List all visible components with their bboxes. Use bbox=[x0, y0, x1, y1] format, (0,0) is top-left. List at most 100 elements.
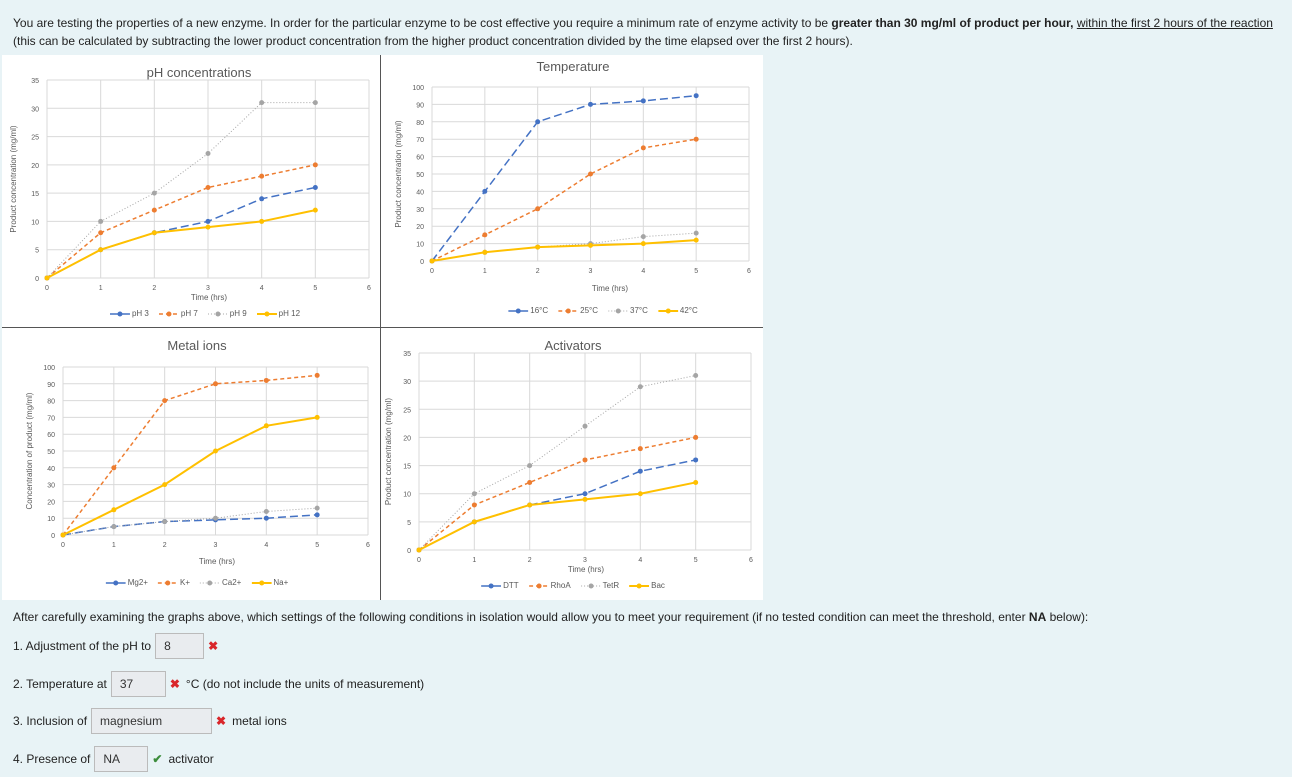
data-point bbox=[314, 372, 320, 378]
data-point bbox=[259, 218, 265, 224]
legend-label: Na+ bbox=[273, 578, 289, 587]
x-tick-label: 6 bbox=[366, 542, 370, 549]
x-tick-label: 3 bbox=[589, 268, 593, 275]
y-tick-label: 100 bbox=[43, 365, 55, 372]
data-point bbox=[527, 463, 533, 469]
data-point bbox=[111, 465, 117, 471]
x-tick-label: 4 bbox=[638, 557, 642, 564]
x-tick-label: 3 bbox=[583, 557, 587, 564]
y-tick-label: 80 bbox=[416, 120, 424, 127]
data-point bbox=[314, 414, 320, 420]
data-point bbox=[640, 145, 646, 151]
temperature-input[interactable]: 37 bbox=[110, 671, 166, 697]
legend-label: 37°C bbox=[630, 306, 648, 315]
data-point bbox=[263, 423, 269, 429]
metal-ion-input[interactable]: magnesium bbox=[91, 708, 213, 734]
y-tick-label: 60 bbox=[416, 155, 424, 162]
x-tick-label: 5 bbox=[694, 268, 698, 275]
x-tick-label: 5 bbox=[694, 557, 698, 564]
x-tick-label: 5 bbox=[313, 285, 317, 292]
x-tick-label: 4 bbox=[264, 542, 268, 549]
activator-input[interactable]: NA bbox=[94, 746, 149, 772]
legend-swatch-icon bbox=[109, 311, 130, 316]
legend-swatch-icon bbox=[157, 580, 178, 585]
legend-item: K+ bbox=[157, 578, 190, 587]
legend-label: Mg2+ bbox=[127, 578, 148, 587]
y-tick-label: 10 bbox=[31, 219, 39, 226]
chart-svg: 0 5 10 15 20 25 30 35 0 1 2 3 4 5 6 pH concentrations Ti… bbox=[9, 65, 371, 302]
y-axis-label: Product concentration (mg/ml) bbox=[9, 125, 18, 232]
legend-label: pH 12 bbox=[278, 309, 301, 318]
legend-item: pH 12 bbox=[256, 309, 301, 318]
y-tick-label: 50 bbox=[416, 172, 424, 179]
question-label: 3. Inclusion of bbox=[13, 714, 88, 728]
y-tick-label: 80 bbox=[47, 399, 55, 406]
x-tick-label: 2 bbox=[536, 268, 540, 275]
data-point bbox=[416, 547, 422, 553]
data-point bbox=[312, 162, 318, 168]
legend-swatch-icon bbox=[580, 583, 601, 588]
y-tick-label: 20 bbox=[416, 224, 424, 231]
x-tick-label: 1 bbox=[112, 542, 116, 549]
y-tick-label: 40 bbox=[47, 466, 55, 473]
y-axis-label: Product concentration (mg/ml) bbox=[384, 398, 393, 505]
x-tick-label: 4 bbox=[641, 268, 645, 275]
chart-title: Activators bbox=[544, 338, 602, 353]
chart-legend: Mg2+ K+ Ca2+ Na+ bbox=[105, 578, 288, 587]
incorrect-icon: ✖ bbox=[208, 639, 219, 653]
legend-label: pH 3 bbox=[131, 309, 149, 318]
temperature-chart: 0 10 20 30 40 50 60 70 80 90 100 0 1 2 3 4 5 6 Temperature… bbox=[381, 55, 763, 327]
data-point bbox=[582, 496, 588, 502]
legend-item: 25°C bbox=[558, 306, 598, 315]
incorrect-icon: ✖ bbox=[216, 714, 227, 728]
y-tick-label: 10 bbox=[403, 492, 411, 499]
legend-swatch-icon bbox=[481, 583, 502, 588]
legend-swatch-icon bbox=[207, 311, 228, 316]
data-point bbox=[640, 98, 646, 104]
y-tick-label: 90 bbox=[416, 102, 424, 109]
data-point bbox=[312, 184, 318, 190]
intro-calculation: (this can be calculated by subtracting t… bbox=[13, 34, 853, 48]
activators-chart: 0 5 10 15 20 25 30 35 0 1 2 3 4 5 6 Activators Time (hrs… bbox=[381, 328, 763, 600]
y-tick-label: 0 bbox=[51, 533, 55, 540]
x-axis-label: Time (hrs) bbox=[568, 565, 604, 574]
series-line-dtt bbox=[418, 459, 696, 551]
legend-label: 25°C bbox=[580, 306, 598, 315]
y-tick-label: 0 bbox=[35, 276, 39, 283]
data-point bbox=[213, 515, 218, 521]
data-point bbox=[98, 247, 104, 253]
data-point bbox=[527, 479, 533, 485]
data-point bbox=[693, 457, 699, 463]
x-tick-label: 1 bbox=[483, 268, 487, 275]
x-tick-label: 1 bbox=[99, 285, 103, 292]
x-tick-label: 2 bbox=[528, 557, 532, 564]
data-point bbox=[429, 258, 435, 264]
data-point bbox=[471, 519, 477, 525]
data-point bbox=[205, 184, 211, 190]
data-point bbox=[162, 398, 168, 404]
series-line-25c bbox=[431, 138, 697, 262]
question-label: 1. Adjustment of the pH to bbox=[13, 639, 152, 653]
x-tick-label: 6 bbox=[747, 268, 751, 275]
data-point bbox=[637, 446, 643, 452]
chart-svg: 0 10 20 30 40 50 60 70 80 90 100 0 1 2 3 4 5 6 Temperature… bbox=[394, 59, 751, 293]
legend-item: RhoA bbox=[528, 581, 571, 590]
ph-input[interactable]: 8 bbox=[155, 633, 205, 659]
legend-item: pH 7 bbox=[158, 309, 198, 318]
question-suffix: metal ions bbox=[232, 714, 287, 728]
data-point bbox=[693, 93, 699, 99]
y-tick-label: 20 bbox=[403, 435, 411, 442]
legend-item: pH 9 bbox=[207, 309, 247, 318]
data-point bbox=[527, 502, 533, 508]
legend-item: Na+ bbox=[251, 578, 288, 587]
y-tick-label: 70 bbox=[47, 415, 55, 422]
question-label: 2. Temperature at bbox=[13, 677, 107, 691]
series-line-na bbox=[62, 416, 318, 536]
series-line-ph12 bbox=[46, 209, 316, 279]
y-tick-label: 35 bbox=[31, 78, 39, 85]
data-point bbox=[588, 101, 593, 107]
y-tick-label: 70 bbox=[416, 137, 424, 144]
series-line-bac bbox=[418, 481, 696, 551]
series-line-16c bbox=[431, 94, 697, 262]
x-tick-label: 4 bbox=[260, 285, 264, 292]
